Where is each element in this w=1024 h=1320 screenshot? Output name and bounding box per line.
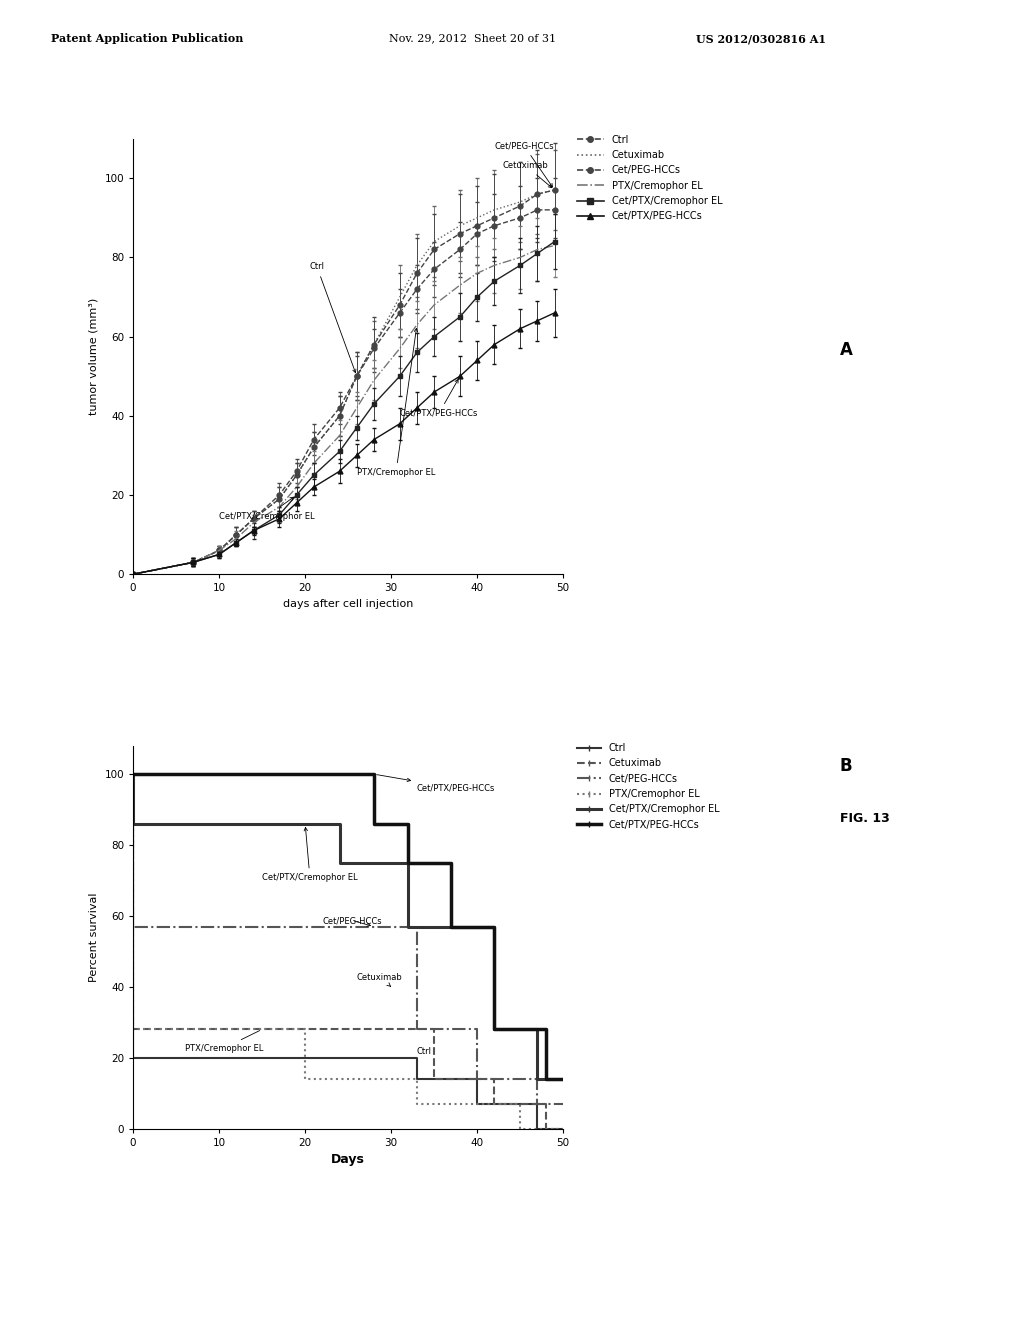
Text: FIG. 13: FIG. 13 xyxy=(840,812,890,825)
Cet/PTX/PEG-HCCs xyxy=(368,766,380,781)
Cet/PEG-HCCs xyxy=(531,1071,544,1086)
Cetuximab xyxy=(488,1096,501,1111)
Cet/PTX/Cremophor EL xyxy=(402,855,415,871)
Cet/PEG-HCCs xyxy=(531,1096,544,1111)
Ctrl xyxy=(127,1049,139,1065)
Line: Cet/PEG-HCCs: Cet/PEG-HCCs xyxy=(133,774,563,1104)
Ctrl xyxy=(411,1049,423,1065)
Text: Cet/PEG-HCCs: Cet/PEG-HCCs xyxy=(495,141,554,187)
Cetuximab xyxy=(540,1096,552,1111)
Text: Cetuximab: Cetuximab xyxy=(356,973,402,986)
Ctrl xyxy=(471,1071,483,1086)
Cetuximab xyxy=(428,1071,440,1086)
PTX/Cremophor EL xyxy=(299,1071,311,1086)
Cet/PEG-HCCs xyxy=(127,766,139,781)
Cet/PTX/Cremophor EL xyxy=(127,766,139,781)
Cet/PTX/Cremophor EL xyxy=(531,1071,544,1086)
Text: Cet/PTX/PEG-HCCs: Cet/PTX/PEG-HCCs xyxy=(399,379,478,418)
Cet/PEG-HCCs xyxy=(127,919,139,935)
Y-axis label: Percent survival: Percent survival xyxy=(89,892,99,982)
Cet/PEG-HCCs xyxy=(471,1022,483,1038)
Cet/PTX/Cremophor EL xyxy=(557,1071,569,1086)
Legend: Ctrl, Cetuximab, Cet/PEG-HCCs, PTX/Cremophor EL, Cet/PTX/Cremophor EL, Cet/PTX/P: Ctrl, Cetuximab, Cet/PEG-HCCs, PTX/Cremo… xyxy=(577,743,720,830)
Text: Cet/PTX/Cremophor EL: Cet/PTX/Cremophor EL xyxy=(219,498,314,521)
Cetuximab xyxy=(540,1121,552,1137)
Cet/PTX/PEG-HCCs xyxy=(402,816,415,832)
Text: Ctrl: Ctrl xyxy=(309,263,356,372)
Line: PTX/Cremophor EL: PTX/Cremophor EL xyxy=(133,774,563,1129)
Ctrl xyxy=(531,1121,544,1137)
Ctrl xyxy=(471,1096,483,1111)
Cet/PEG-HCCs xyxy=(557,1096,569,1111)
Text: Patent Application Publication: Patent Application Publication xyxy=(51,33,244,44)
Cet/PTX/Cremophor EL xyxy=(127,816,139,832)
Line: Cet/PTX/PEG-HCCs: Cet/PTX/PEG-HCCs xyxy=(133,774,563,1078)
Text: Cetuximab: Cetuximab xyxy=(503,161,552,187)
Cet/PTX/PEG-HCCs xyxy=(402,855,415,871)
Cet/PEG-HCCs xyxy=(411,1022,423,1038)
Cet/PTX/PEG-HCCs xyxy=(540,1071,552,1086)
Text: B: B xyxy=(840,756,852,775)
Ctrl xyxy=(531,1096,544,1111)
Cetuximab xyxy=(488,1071,501,1086)
PTX/Cremophor EL xyxy=(557,1121,569,1137)
Cet/PTX/PEG-HCCs xyxy=(488,919,501,935)
Cet/PTX/Cremophor EL xyxy=(531,1022,544,1038)
Cetuximab xyxy=(428,1022,440,1038)
Text: A: A xyxy=(840,341,853,359)
PTX/Cremophor EL xyxy=(514,1096,526,1111)
Cet/PTX/PEG-HCCs xyxy=(488,1022,501,1038)
Cet/PTX/PEG-HCCs xyxy=(127,766,139,781)
Text: Ctrl: Ctrl xyxy=(417,1047,432,1056)
Text: Nov. 29, 2012  Sheet 20 of 31: Nov. 29, 2012 Sheet 20 of 31 xyxy=(389,33,556,44)
Line: Ctrl: Ctrl xyxy=(133,774,563,1129)
Line: Cetuximab: Cetuximab xyxy=(133,774,563,1129)
Cet/PTX/PEG-HCCs xyxy=(445,855,458,871)
Ctrl xyxy=(411,1071,423,1086)
Cet/PTX/PEG-HCCs xyxy=(445,919,458,935)
Text: Cet/PTX/Cremophor EL: Cet/PTX/Cremophor EL xyxy=(262,828,357,883)
Ctrl xyxy=(557,1121,569,1137)
Cet/PTX/Cremophor EL xyxy=(488,1022,501,1038)
Ctrl xyxy=(127,766,139,781)
Cet/PTX/Cremophor EL xyxy=(402,919,415,935)
X-axis label: Days: Days xyxy=(331,1154,366,1166)
PTX/Cremophor EL xyxy=(514,1121,526,1137)
Cetuximab xyxy=(127,1022,139,1038)
Cet/PEG-HCCs xyxy=(471,1071,483,1086)
Cet/PTX/PEG-HCCs xyxy=(540,1022,552,1038)
Line: Cet/PTX/Cremophor EL: Cet/PTX/Cremophor EL xyxy=(133,774,563,1078)
X-axis label: days after cell injection: days after cell injection xyxy=(283,599,414,609)
Legend: Ctrl, Cetuximab, Cet/PEG-HCCs, PTX/Cremophor EL, Cet/PTX/Cremophor EL, Cet/PTX/P: Ctrl, Cetuximab, Cet/PEG-HCCs, PTX/Cremo… xyxy=(577,135,722,222)
Text: PTX/Cremophor EL: PTX/Cremophor EL xyxy=(356,329,435,478)
PTX/Cremophor EL xyxy=(127,766,139,781)
Cetuximab xyxy=(557,1121,569,1137)
Text: Cet/PTX/PEG-HCCs: Cet/PTX/PEG-HCCs xyxy=(377,775,496,793)
PTX/Cremophor EL xyxy=(411,1071,423,1086)
Cet/PTX/PEG-HCCs xyxy=(127,766,139,781)
Cet/PTX/Cremophor EL xyxy=(334,816,346,832)
Text: Cet/PEG-HCCs: Cet/PEG-HCCs xyxy=(323,916,382,927)
Cet/PTX/Cremophor EL xyxy=(488,919,501,935)
Cet/PTX/PEG-HCCs xyxy=(557,1071,569,1086)
Text: US 2012/0302816 A1: US 2012/0302816 A1 xyxy=(696,33,826,44)
Y-axis label: tumor volume (mm³): tumor volume (mm³) xyxy=(89,298,99,414)
PTX/Cremophor EL xyxy=(127,1022,139,1038)
Cet/PTX/PEG-HCCs xyxy=(368,816,380,832)
Cet/PEG-HCCs xyxy=(411,919,423,935)
Cet/PTX/Cremophor EL xyxy=(334,855,346,871)
PTX/Cremophor EL xyxy=(299,1022,311,1038)
PTX/Cremophor EL xyxy=(411,1096,423,1111)
Cetuximab xyxy=(127,766,139,781)
Text: PTX/Cremophor EL: PTX/Cremophor EL xyxy=(184,1031,263,1052)
